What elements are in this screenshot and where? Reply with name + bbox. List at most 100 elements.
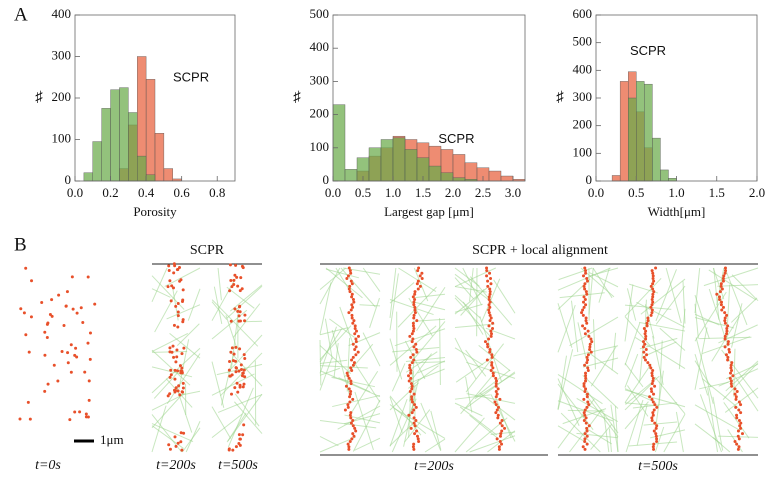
particle [641,340,645,344]
particle [26,400,30,404]
particle [652,290,656,294]
particle [646,319,650,323]
particle [349,308,353,312]
particle [348,392,352,396]
particle [175,348,179,352]
filament [587,351,619,375]
particle [343,408,347,412]
filament [643,421,678,426]
particle [411,295,415,299]
particle [723,334,727,338]
particle [585,434,589,438]
x-tick-label: 1.5 [709,185,725,200]
particle [240,287,244,291]
filament [354,437,381,451]
y-tick-label: 400 [52,6,72,21]
x-tick-label: 1.0 [385,185,401,200]
filament [211,361,225,408]
filament [454,303,483,313]
particle [75,355,79,359]
particle [229,350,233,354]
filament [413,301,446,311]
filament [220,351,235,406]
particle [730,384,734,388]
particle [241,433,245,437]
particle [583,266,587,270]
filament [624,277,662,317]
particle [583,413,587,417]
filament [331,376,376,388]
bar [110,89,120,182]
particle [408,334,412,338]
particle [349,271,353,275]
y-axis-label: ♯ [293,89,301,105]
particle [347,376,351,380]
particle [584,379,588,383]
filament [226,412,247,443]
particle [412,447,416,451]
particle [590,340,594,344]
particle [176,302,180,306]
particle [736,429,740,433]
particle [350,437,354,441]
particle [349,421,353,425]
particle [351,424,355,428]
particle [29,315,33,319]
particle [718,290,722,294]
particle [351,298,355,302]
particle [583,408,587,412]
particle [655,405,659,409]
particle [415,434,419,438]
particle [413,298,417,302]
particle [491,371,495,375]
particle [349,379,353,383]
y-tick-label: 400 [573,61,593,76]
filament [369,297,380,328]
particle [583,287,587,291]
filament [397,286,437,328]
particle [353,332,357,336]
particle [233,307,237,311]
particle [646,316,650,320]
particle [351,321,355,325]
particle [488,305,492,309]
bar [668,178,677,182]
particle [489,277,493,281]
filament [699,394,722,453]
particle [500,424,504,428]
particle [351,305,355,309]
particle [236,309,240,313]
particle [736,434,740,438]
particle [586,329,590,333]
filament [319,339,322,386]
filament [557,374,603,405]
filament [398,267,437,293]
y-tick-label: 200 [573,117,593,132]
particle [487,298,491,302]
filament [343,343,374,378]
filament [337,405,381,430]
particle [238,319,242,323]
particle [721,305,725,309]
particle [586,353,590,357]
filament [624,284,634,342]
particle [650,308,654,312]
particle [178,279,182,283]
particle [643,332,647,336]
particle [166,285,170,289]
particle [78,410,82,414]
particle [418,274,422,278]
filament [217,394,263,413]
filament [319,420,377,429]
filament [466,393,516,404]
particle [739,426,743,430]
y-tick-label: 300 [573,89,593,104]
filament [165,378,193,408]
particle [720,287,724,291]
particle [584,416,588,420]
particle [583,437,587,441]
particle [651,411,655,415]
filament [694,360,712,388]
particle [582,384,586,388]
particle [347,445,351,449]
